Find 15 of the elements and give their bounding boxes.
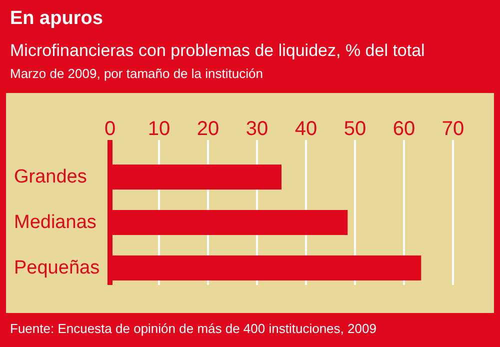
text: Marzo de 2009, por tamaño de la institución: [10, 66, 263, 81]
x-tick-label: 40: [294, 118, 318, 140]
source-note: Fuente: Encuesta de opinión de más de 400 instituciones, 2009: [10, 321, 376, 336]
x-tick-label: 60: [392, 118, 416, 140]
x-tick-label: 50: [344, 118, 366, 140]
x-tick-label: 20: [196, 118, 220, 140]
x-tick-label: 0: [104, 118, 116, 140]
x-tick-label: 70: [442, 118, 464, 140]
y-tick-label: Grandes: [14, 166, 87, 188]
y-tick-label: Pequeñas: [14, 257, 100, 278]
chart-subtitle: Microfinancieras con problemas de liquidez, % del total: [10, 41, 425, 60]
y-tick-label: Medianas: [14, 212, 96, 233]
x-tick-label: 10: [148, 118, 170, 140]
x-tick-label: 30: [246, 118, 268, 140]
chart-title: En apuros: [10, 8, 103, 29]
